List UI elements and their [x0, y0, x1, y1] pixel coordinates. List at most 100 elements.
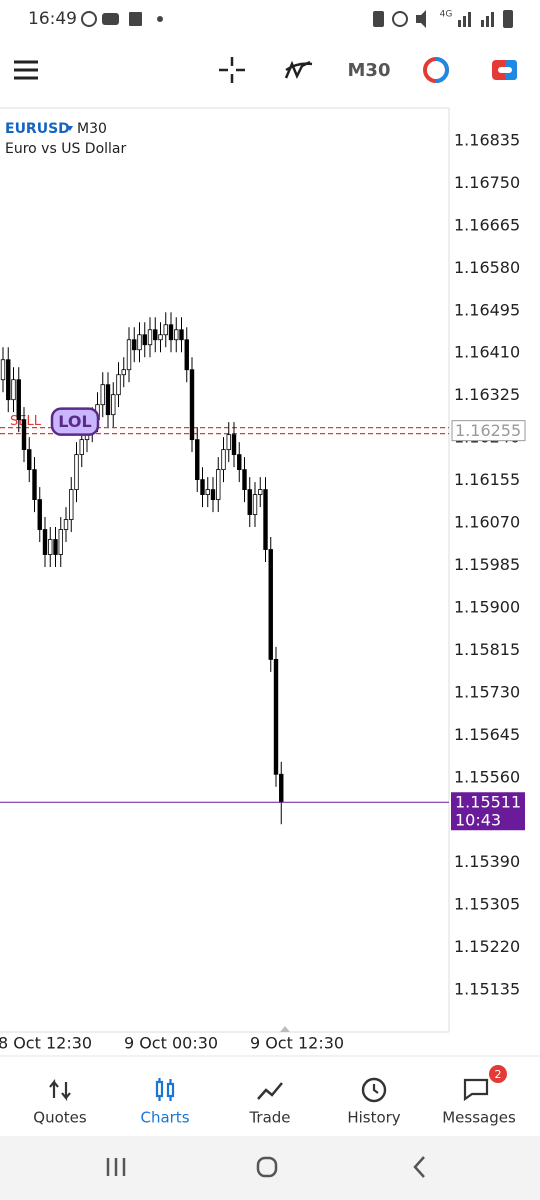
- candle-body: [258, 489, 263, 495]
- candle-body: [126, 339, 132, 371]
- candle-body: [137, 334, 142, 351]
- candle-body: [195, 439, 200, 480]
- candle-body: [74, 454, 79, 490]
- candle-body: [168, 324, 174, 341]
- current-price-label: 1.15511: [455, 793, 521, 812]
- candle-body: [48, 539, 53, 555]
- candle-body: [142, 334, 147, 346]
- candle-body: [221, 449, 226, 471]
- y-tick-label: 1.16835: [454, 130, 520, 149]
- tab-icon: [463, 1078, 489, 1102]
- scroll-marker: [280, 1026, 290, 1032]
- candle-body: [37, 499, 42, 530]
- current-price-countdown: 10:43: [455, 811, 501, 830]
- y-tick-label: 1.16750: [454, 173, 520, 192]
- candle-body: [16, 379, 21, 421]
- current-price-box: [451, 792, 525, 831]
- tab-icon: [257, 1082, 283, 1100]
- candle-body: [184, 339, 189, 371]
- candle-body: [121, 369, 126, 376]
- candle-body: [0, 359, 6, 381]
- candle-body: [27, 449, 32, 471]
- candle-body: [247, 489, 252, 515]
- candle-body: [153, 329, 158, 341]
- tab[interactable]: Messages 2: [442, 1065, 516, 1127]
- candle-body: [263, 489, 268, 550]
- y-tick-label: 1.15815: [454, 640, 520, 659]
- tab-label: Messages: [442, 1109, 516, 1127]
- tab-bar: [0, 1056, 540, 1136]
- tab[interactable]: History: [347, 1077, 401, 1127]
- level-price-label: 1.16255: [455, 421, 521, 440]
- candle-body: [42, 529, 48, 555]
- tab[interactable]: Charts: [140, 1078, 190, 1127]
- tab[interactable]: Trade: [248, 1082, 291, 1127]
- sticker: LOL: [50, 407, 100, 436]
- candle-body: [210, 489, 216, 500]
- y-tick-label: 1.15730: [454, 682, 520, 701]
- y-tick-label: 1.15560: [454, 767, 520, 786]
- candle-body: [273, 659, 279, 775]
- tab-label: Quotes: [33, 1109, 87, 1127]
- candle-body: [205, 489, 210, 495]
- tab-icon: [158, 1078, 172, 1101]
- tab-badge: [489, 1065, 507, 1083]
- candle-body: [279, 773, 284, 803]
- chart-symbol[interactable]: EURUSD: [5, 121, 70, 137]
- candle-body: [53, 539, 58, 555]
- candle-body: [158, 334, 163, 341]
- x-tick-label: 8 Oct 12:30: [0, 1034, 92, 1053]
- y-tick-label: 1.16410: [454, 343, 520, 362]
- timeframe-button[interactable]: M30: [348, 60, 391, 81]
- candle-body: [32, 469, 37, 500]
- tab-label: Charts: [140, 1109, 189, 1127]
- candle-body: [132, 339, 137, 351]
- y-tick-label: 1.15985: [454, 555, 520, 574]
- price-axis: 1.16835 1.16750 1.16665 1.16580 1.16495 1.164…: [454, 130, 520, 998]
- trade-button[interactable]: [492, 60, 517, 80]
- candle-body: [237, 454, 242, 471]
- indicators-button[interactable]: [284, 60, 313, 80]
- menu-button[interactable]: [14, 60, 38, 80]
- candle-body: [63, 519, 69, 530]
- candle-body: [252, 494, 258, 515]
- candle-body: [11, 379, 16, 401]
- candle-body: [147, 329, 153, 346]
- status-time: 16:49: [28, 9, 77, 29]
- y-tick-label: 1.15645: [454, 725, 520, 744]
- candle-body: [174, 329, 179, 341]
- y-tick-label: 1.15220: [454, 937, 520, 956]
- candle-body: [105, 384, 111, 416]
- objects-button[interactable]: [423, 57, 449, 83]
- candle-body: [231, 434, 237, 456]
- candle-body: [226, 434, 231, 451]
- candle-body: [69, 489, 74, 520]
- y-tick-label: 1.15305: [454, 895, 520, 914]
- candle-body: [100, 384, 105, 406]
- system-nav-buttons[interactable]: [106, 1156, 425, 1178]
- candle-body: [268, 549, 273, 660]
- chart-description: Euro vs US Dollar: [5, 141, 127, 157]
- crosshair-button[interactable]: [219, 57, 245, 83]
- candle-body: [79, 439, 84, 456]
- y-tick-label: 1.16155: [454, 470, 520, 489]
- plot-area: SELL: [0, 312, 449, 825]
- candle-body: [216, 469, 221, 500]
- tab[interactable]: Quotes: [33, 1078, 87, 1127]
- candle-body: [242, 469, 247, 490]
- y-tick-label: 1.15900: [454, 597, 520, 616]
- y-tick-label: 1.16495: [454, 300, 520, 319]
- candle-body: [163, 324, 168, 336]
- tab-label: History: [347, 1109, 400, 1127]
- tab-icon: [361, 1077, 387, 1103]
- status-icons: [81, 10, 513, 28]
- candle-body: [58, 529, 63, 555]
- candle-body: [116, 374, 121, 396]
- candle-body: [179, 329, 184, 341]
- x-tick-label: 9 Oct 00:30: [124, 1034, 218, 1053]
- sticker-text: LOL: [58, 412, 91, 431]
- tabs: Quotes Charts Trade History Messages 2: [33, 1065, 516, 1127]
- candle-body: [200, 479, 205, 495]
- y-tick-label: 1.16325: [454, 385, 520, 404]
